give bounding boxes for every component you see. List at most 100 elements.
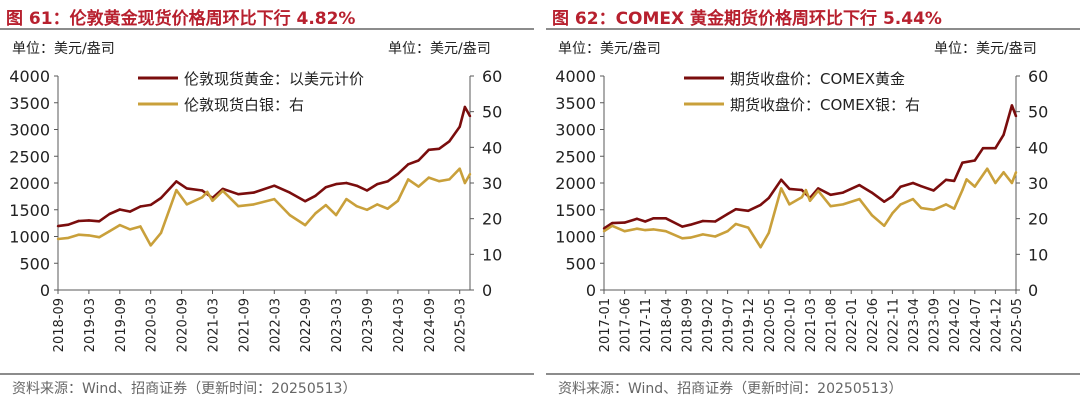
y-right-tick-label: 40 (482, 138, 502, 157)
data-point-gold (759, 203, 762, 207)
x-tick-label: 2020-10 (783, 298, 798, 352)
data-point-silver (932, 208, 935, 211)
data-point-silver (953, 207, 956, 210)
data-point-silver (1010, 181, 1014, 185)
y-left-tick-label: 2500 (555, 147, 596, 166)
data-point-silver (108, 230, 111, 233)
data-point-silver (986, 167, 989, 170)
data-point-silver (118, 223, 122, 227)
data-point-silver (437, 180, 441, 183)
x-tick-label: 2017-06 (619, 298, 634, 352)
data-point-gold (376, 182, 379, 186)
x-tick-label: 2022-09 (299, 298, 314, 352)
x-tick-label: 2019-12 (742, 298, 757, 352)
data-point-silver (726, 230, 729, 233)
legend-label: 伦敦现货白银：右 (184, 96, 304, 114)
data-point-gold (829, 193, 832, 196)
data-point-gold (314, 194, 317, 197)
data-point-gold (944, 178, 948, 181)
data-point-silver (780, 187, 783, 190)
data-point-silver (128, 228, 132, 231)
data-point-gold (644, 220, 647, 223)
data-point-gold (780, 178, 783, 181)
data-point-gold (994, 147, 997, 150)
x-tick-label: 2021-09 (237, 298, 252, 352)
y-left-tick-label: 1500 (9, 201, 50, 220)
y-left-tick-label: 2000 (555, 174, 596, 193)
data-point-gold (355, 184, 358, 187)
source-rule (546, 373, 1080, 375)
data-point-gold (427, 148, 430, 151)
data-point-gold (324, 186, 327, 189)
data-point-gold (221, 187, 224, 191)
y-left-tick-label: 3500 (9, 94, 50, 113)
data-point-silver (98, 236, 101, 239)
data-point-silver (185, 203, 188, 206)
data-point-gold (981, 147, 985, 150)
data-point-gold (1002, 133, 1005, 136)
data-point-gold (149, 203, 152, 207)
data-point-gold (611, 221, 614, 225)
y-right-tick-label: 60 (482, 67, 502, 86)
data-point-gold (1014, 114, 1018, 118)
data-point-gold (417, 159, 420, 162)
unit-label-right: 单位：美元/盎司 (388, 41, 491, 57)
data-point-gold (139, 205, 142, 208)
data-point-silver (56, 237, 60, 241)
data-point-gold (623, 221, 626, 224)
data-point-gold (714, 220, 717, 223)
data-point-gold (602, 227, 606, 230)
data-point-silver (965, 178, 968, 181)
y-left-tick-label: 500 (19, 254, 50, 273)
y-left-tick-label: 3500 (555, 94, 596, 113)
data-point-silver (841, 203, 845, 206)
data-point-silver (944, 203, 948, 206)
data-point-gold (67, 223, 70, 226)
data-point-silver (365, 208, 369, 211)
y-right-tick-label: 10 (482, 245, 502, 264)
data-point-silver (288, 213, 291, 217)
data-point-silver (714, 235, 717, 238)
data-point-gold (237, 193, 240, 196)
data-point-silver (386, 207, 389, 210)
x-tick-label: 2022-01 (845, 298, 860, 352)
data-point-silver (175, 188, 178, 192)
data-point-gold (98, 220, 101, 223)
data-point-gold (932, 189, 935, 192)
data-point-silver (767, 231, 770, 235)
data-point-silver (237, 205, 240, 208)
data-point-silver (448, 178, 451, 181)
data-point-silver (870, 213, 873, 217)
x-tick-label: 2017-01 (598, 298, 613, 352)
data-point-gold (961, 161, 964, 164)
y-right-tick-label: 20 (1028, 210, 1048, 229)
data-point-silver (468, 172, 472, 176)
x-tick-label: 2019-07 (722, 298, 737, 352)
data-point-gold (334, 182, 338, 186)
data-point-gold (841, 191, 845, 194)
y-left-tick-label: 2000 (9, 174, 50, 193)
x-tick-label: 2019-03 (83, 298, 98, 352)
data-point-gold (386, 180, 389, 183)
data-point-silver (602, 230, 606, 233)
data-point-silver (87, 234, 91, 237)
series-line-gold (57, 105, 472, 228)
data-point-silver (701, 233, 705, 236)
data-point-silver (829, 205, 832, 208)
data-point-gold (883, 200, 886, 203)
source-note: 资料来源：Wind、招商证券（更新时间：20250513） (558, 381, 903, 397)
data-point-gold (664, 217, 667, 220)
x-tick-label: 2024-02 (948, 298, 963, 352)
x-tick-label: 2021-03 (804, 298, 819, 352)
data-point-gold (911, 181, 915, 185)
series-line-silver (603, 167, 1018, 249)
y-left-tick-label: 0 (40, 281, 50, 300)
x-tick-label: 2025-05 (1010, 298, 1025, 352)
data-point-silver (858, 197, 861, 201)
data-point-gold (463, 105, 467, 109)
data-point-gold (652, 217, 655, 220)
x-tick-label: 2022-11 (886, 298, 901, 352)
y-left-tick-label: 1000 (9, 228, 50, 247)
y-left-tick-label: 4000 (555, 67, 596, 86)
data-point-silver (304, 223, 307, 227)
